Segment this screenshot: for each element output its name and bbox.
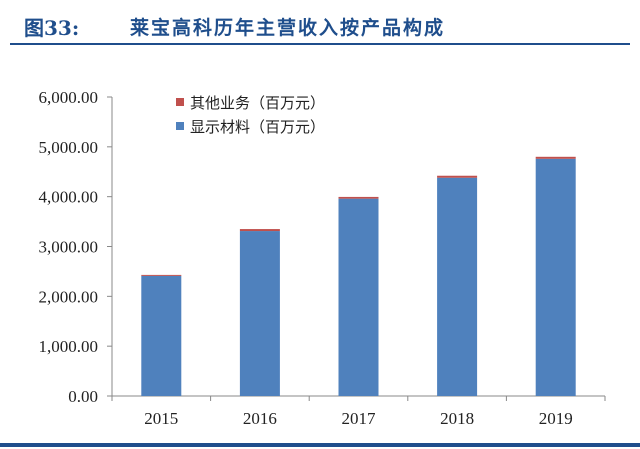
chart-legend: 其他业务（百万元） 显示材料（百万元） — [176, 90, 325, 138]
legend-item-display: 显示材料（百万元） — [176, 114, 325, 138]
x-tick-label: 2018 — [440, 409, 474, 428]
figure-title: 莱宝高科历年主营收入按产品构成 — [130, 17, 446, 39]
legend-label-display: 显示材料（百万元） — [190, 117, 326, 136]
bar-segment — [535, 158, 576, 396]
figure-number: 图33: — [24, 16, 80, 40]
bar-segment — [141, 274, 182, 276]
header-divider — [10, 43, 630, 45]
bar-segment — [239, 229, 280, 232]
y-tick-label: 6,000.00 — [39, 88, 99, 107]
y-tick-label: 1,000.00 — [39, 337, 99, 356]
chart-canvas: 6,000.00 5,000.00 4,000.00 3,000.00 2,000.00… — [39, 88, 606, 428]
stacked-bar-chart: 6,000.00 5,000.00 4,000.00 3,000.00 2,000.00… — [0, 60, 640, 440]
bar-segment — [338, 196, 379, 199]
y-tick-label: 5,000.00 — [39, 138, 99, 157]
x-tick-label: 2017 — [342, 409, 377, 428]
bar-segment — [338, 198, 379, 396]
x-tick-label: 2019 — [539, 409, 573, 428]
legend-label-other: 其他业务（百万元） — [190, 93, 326, 112]
y-tick-label: 2,000.00 — [39, 287, 99, 306]
y-tick-label: 4,000.00 — [39, 188, 99, 207]
bar-segment — [141, 275, 182, 396]
bar-segment — [437, 177, 478, 396]
bar-segment — [437, 175, 478, 178]
legend-swatch-other — [176, 98, 184, 106]
bar-segment — [535, 156, 576, 159]
y-tick-label: 3,000.00 — [39, 238, 99, 257]
x-tick-label: 2015 — [144, 409, 178, 428]
x-tick-label: 2016 — [243, 409, 277, 428]
legend-item-other: 其他业务（百万元） — [176, 90, 325, 114]
legend-swatch-display — [176, 122, 184, 130]
figure-header: 图33: 莱宝高科历年主营收入按产品构成 — [10, 10, 630, 44]
bar-segment — [239, 231, 280, 396]
y-tick-label: 0.00 — [68, 387, 98, 406]
footer-divider — [0, 443, 640, 447]
